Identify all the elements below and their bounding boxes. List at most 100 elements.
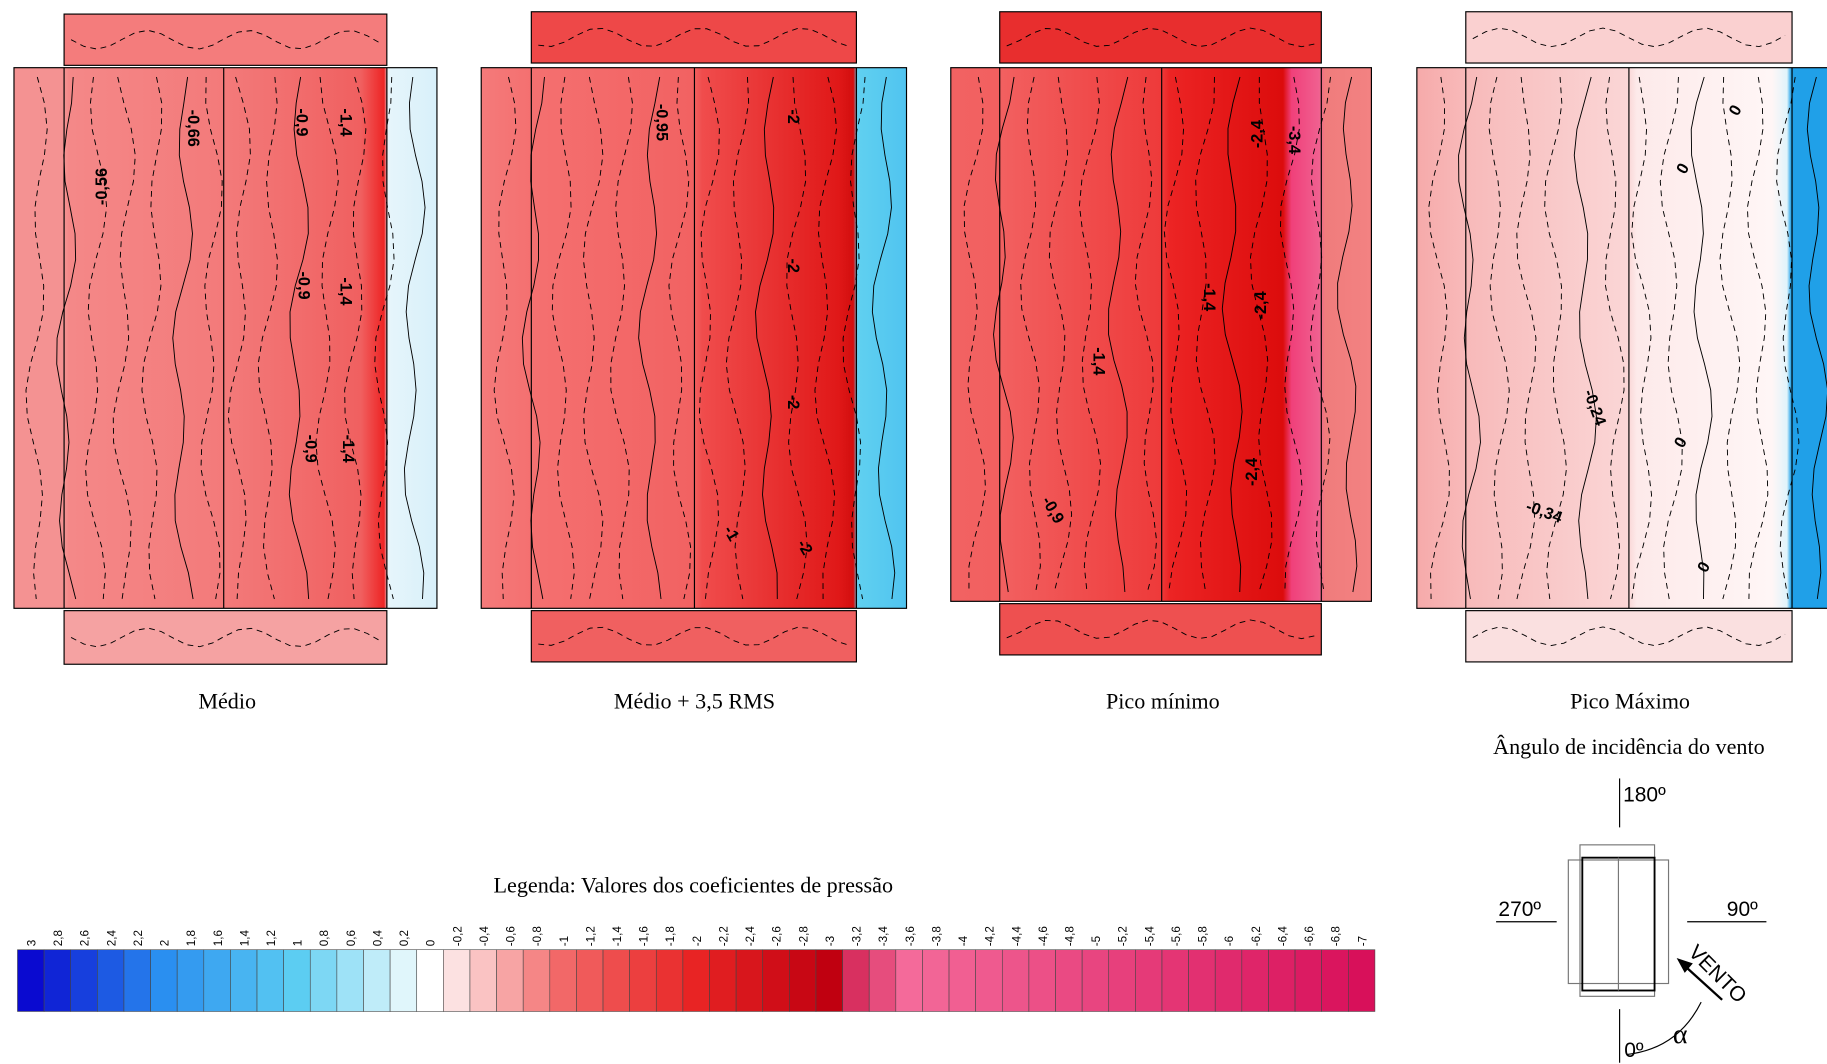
legend-tick: -2,2 xyxy=(717,926,730,946)
top-strip xyxy=(63,13,388,66)
label-east: 90º xyxy=(1727,898,1758,921)
contour-label: -2,4 xyxy=(1243,458,1261,486)
legend-tick: -0,4 xyxy=(478,926,491,947)
legend-tick: 1,4 xyxy=(238,930,251,947)
color-swatch xyxy=(709,949,737,1012)
legend-tick: -1,8 xyxy=(664,926,677,946)
color-swatch xyxy=(496,949,524,1012)
color-swatch xyxy=(1188,949,1216,1012)
legend-tick: -6,4 xyxy=(1276,926,1289,947)
legend-tick: -2,6 xyxy=(771,926,784,946)
color-swatch xyxy=(336,949,364,1012)
contour-line xyxy=(1195,76,1216,593)
contour-line xyxy=(1279,76,1303,593)
contour-line xyxy=(25,76,48,600)
contour-line xyxy=(1472,626,1786,647)
wind-arrow xyxy=(1684,965,1723,1001)
contour-label: -2 xyxy=(784,109,802,124)
contour-label: -0,9 xyxy=(295,272,313,300)
color-swatch xyxy=(762,949,790,1012)
contour-label: -2,4 xyxy=(1252,291,1270,319)
legend-tick: -3,4 xyxy=(877,926,890,947)
legend-tick: -0,6 xyxy=(505,926,518,946)
color-swatch xyxy=(1241,949,1269,1012)
panel-caption: Pico mínimo xyxy=(1106,689,1220,714)
color-swatch xyxy=(1268,949,1296,1012)
contour-label: -1,4 xyxy=(339,435,357,463)
color-swatch xyxy=(150,949,178,1012)
legend-tick: -5,6 xyxy=(1170,926,1183,946)
legend-tick: -5,4 xyxy=(1143,926,1156,947)
legend-tick: 1,8 xyxy=(185,930,198,946)
color-swatch xyxy=(735,949,764,1012)
contour-line xyxy=(200,76,223,600)
legend-tick: -4 xyxy=(957,935,970,946)
contour-line xyxy=(871,76,896,600)
color-swatch xyxy=(629,949,657,1012)
contour-line xyxy=(1719,76,1741,600)
color-swatch xyxy=(1214,949,1243,1012)
legend-tick: -1,6 xyxy=(638,926,651,946)
contour-line xyxy=(993,76,1015,593)
color-swatch xyxy=(682,949,710,1012)
label-west: 270º xyxy=(1498,898,1541,921)
legend-tick: 2,2 xyxy=(132,930,145,946)
legend-tick: -3,2 xyxy=(851,926,864,946)
color-swatch xyxy=(203,949,231,1012)
contour-label: -0,9 xyxy=(292,108,310,136)
contour-line xyxy=(814,76,837,599)
color-swatch xyxy=(1081,949,1110,1012)
panel: -0,56 -0,66 -0,9 -1,4 -0,9 -1,4 -0,9 -1,4 Médio xyxy=(13,13,438,714)
label-angle: α xyxy=(1673,1019,1688,1050)
contour-line xyxy=(1776,76,1800,600)
contour-line xyxy=(1078,76,1101,593)
contour-line xyxy=(70,29,381,50)
contour-line xyxy=(1048,76,1073,593)
legend-tick: -6 xyxy=(1223,936,1236,946)
legend-tick: -4,6 xyxy=(1037,926,1050,946)
legend-tick: 0 xyxy=(425,939,438,946)
contour-line xyxy=(56,76,77,600)
contour-line xyxy=(1108,76,1129,593)
legend-tick: -2 xyxy=(691,936,704,946)
label-south: 0º xyxy=(1624,1039,1644,1062)
legend-tick: 0,4 xyxy=(371,930,384,947)
top-strip xyxy=(1465,11,1793,64)
color-swatch xyxy=(655,949,684,1012)
contour-line xyxy=(1337,76,1358,593)
color-swatch xyxy=(1028,949,1056,1012)
legend-tick: -1 xyxy=(558,936,571,946)
contour-line xyxy=(725,76,750,600)
contour-label: -2 xyxy=(784,259,802,274)
color-swatch xyxy=(922,949,950,1012)
contour-line xyxy=(521,76,545,600)
legend-tick: -5,8 xyxy=(1197,926,1210,946)
contour-line xyxy=(1631,76,1652,600)
legend-tick: -0,2 xyxy=(451,926,464,946)
contour-line xyxy=(638,76,662,600)
contour-line xyxy=(315,76,339,600)
legend-tick: 3 xyxy=(25,940,38,946)
legend-tick: -3 xyxy=(824,936,837,946)
contour-line xyxy=(172,76,194,600)
color-swatch xyxy=(842,949,870,1012)
contour-line xyxy=(1221,76,1243,593)
contour-line xyxy=(1134,76,1158,593)
color-swatch xyxy=(1055,949,1083,1012)
wind-diagram: Ângulo de incidência do vento 180º 270º … xyxy=(1493,734,1767,1063)
top-strip xyxy=(530,11,857,64)
bottom-strip xyxy=(63,610,388,665)
legend-tick: 1,2 xyxy=(265,930,278,946)
legend-tick: 2 xyxy=(159,940,172,946)
legend-tick: -6,8 xyxy=(1330,926,1343,946)
contour-label: -1,4 xyxy=(1200,283,1218,311)
legend-title: Legenda: Valores dos coeficientes de pre… xyxy=(494,873,894,898)
contour-line xyxy=(85,76,108,600)
color-swatch xyxy=(868,949,897,1012)
contour-line xyxy=(1605,76,1625,600)
contour-line xyxy=(227,76,251,600)
legend-tick: 2,8 xyxy=(52,930,65,946)
panels: -0,56-0,66 -0,9 -1,4-0,9 -1,4-0,9 -1,4Médio-… xyxy=(13,11,1827,714)
